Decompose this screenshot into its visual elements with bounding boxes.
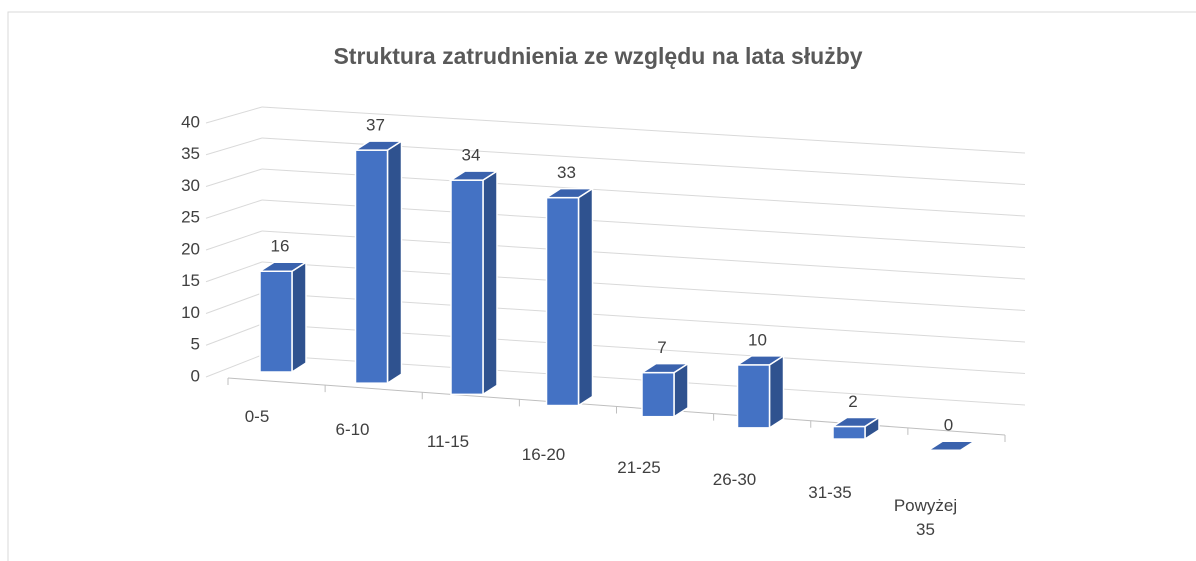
- data-label: 33: [557, 163, 576, 182]
- y-tick-label: 0: [191, 366, 200, 385]
- x-tick-label: 6-10: [335, 419, 370, 439]
- bar-top: [352, 140, 405, 151]
- bar-side: [386, 139, 403, 385]
- bar-front: [450, 179, 484, 396]
- y-tick-label: 40: [181, 112, 200, 131]
- grid-line: [261, 106, 1026, 154]
- bar-side: [768, 354, 785, 430]
- x-tick-label: 26-30: [712, 470, 757, 490]
- bar: [352, 139, 405, 385]
- bar-front: [736, 364, 771, 429]
- bar-top: [925, 440, 978, 451]
- bar: [639, 362, 691, 419]
- bar-side: [577, 187, 594, 407]
- tick-mark: [205, 292, 263, 314]
- x-tick-label: 16-20: [521, 445, 566, 465]
- bar-top: [257, 261, 309, 272]
- tick-mark: [205, 261, 263, 283]
- x-tick-label: 31-35: [808, 483, 852, 503]
- y-tick-label: 15: [181, 271, 200, 290]
- tick-mark: [205, 199, 263, 219]
- bar-top: [639, 362, 691, 374]
- data-label: 7: [657, 338, 666, 357]
- x-tick-label: 0-5: [244, 407, 270, 426]
- y-tick-label: 10: [181, 303, 200, 322]
- bar-front: [259, 270, 293, 373]
- bar: [257, 260, 309, 374]
- bar-front: [545, 196, 580, 407]
- bar: [734, 354, 787, 430]
- chart-frame: [7, 11, 1196, 561]
- data-label: 10: [748, 330, 767, 349]
- bar: [448, 169, 500, 396]
- tick-mark: [205, 323, 263, 346]
- bar-front: [641, 371, 675, 418]
- y-tick-label: 25: [181, 208, 200, 227]
- y-tick-label: 5: [191, 335, 200, 354]
- bar-top: [734, 355, 787, 366]
- tick-mark: [205, 137, 263, 156]
- bar-top: [543, 187, 596, 199]
- data-label: 34: [462, 146, 481, 165]
- tick-mark: [205, 354, 263, 378]
- data-label: 0: [944, 416, 953, 435]
- bar-side: [482, 169, 498, 396]
- tick-mark: [205, 168, 263, 187]
- bar: [925, 440, 978, 451]
- x-tick-label: 11-15: [426, 432, 470, 452]
- chart-title: Struktura zatrudnienia ze względu na lat…: [333, 43, 862, 69]
- bar-front: [354, 149, 389, 384]
- y-tick-label: 35: [181, 144, 200, 163]
- data-label: 37: [366, 116, 385, 135]
- bar-top: [830, 416, 882, 428]
- bar-side: [291, 260, 307, 374]
- bar-top: [448, 170, 500, 181]
- tick-mark: [205, 230, 263, 251]
- data-label: 16: [271, 237, 290, 256]
- y-tick-label: 20: [181, 239, 200, 258]
- bar: [543, 187, 596, 407]
- data-label: 2: [848, 392, 857, 411]
- tick-mark: [205, 106, 263, 124]
- bar-front: [832, 425, 866, 440]
- x-tick-label: 21-25: [617, 457, 661, 477]
- y-tick-label: 30: [181, 176, 200, 195]
- bar: [830, 416, 882, 441]
- x-tick-label: Powyżej 35: [893, 495, 958, 539]
